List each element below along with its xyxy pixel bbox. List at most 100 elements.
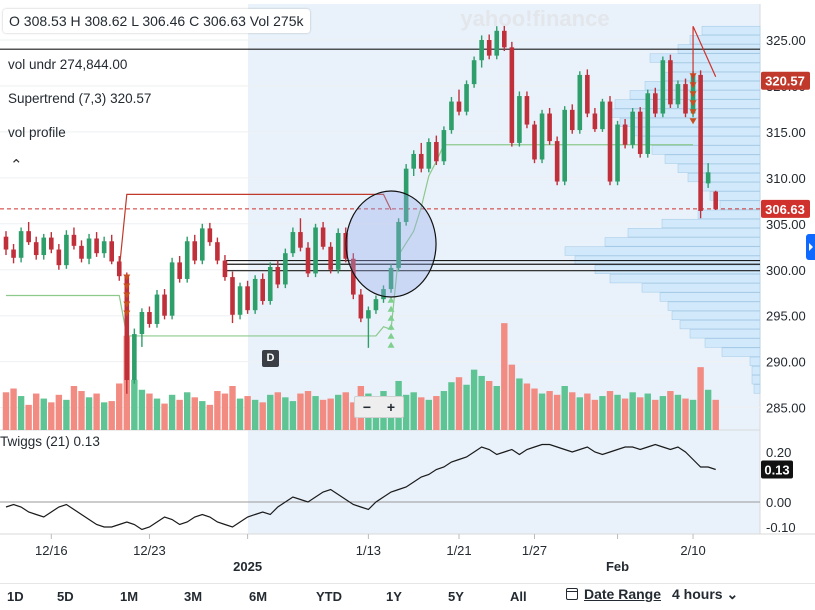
volume-bar bbox=[682, 398, 689, 430]
candle-body bbox=[94, 238, 99, 254]
x-tick-label: 1/27 bbox=[522, 543, 547, 558]
candle-body bbox=[147, 312, 152, 324]
range-5y[interactable]: 5Y bbox=[448, 589, 464, 604]
volume-bar bbox=[17, 396, 25, 430]
signal-triangle-marker bbox=[689, 118, 697, 125]
range-all[interactable]: All bbox=[510, 589, 527, 604]
signal-triangle-marker bbox=[387, 341, 395, 348]
range-1d[interactable]: 1D bbox=[7, 589, 24, 604]
volume-bar bbox=[2, 392, 10, 430]
volume-bar bbox=[584, 393, 591, 430]
candle-body bbox=[637, 111, 643, 154]
candle-body bbox=[328, 246, 333, 270]
volume-bar bbox=[448, 382, 455, 430]
range-5d[interactable]: 5D bbox=[57, 589, 74, 604]
volume-bar bbox=[538, 393, 546, 430]
x-tick-label: 1/21 bbox=[446, 543, 471, 558]
signal-triangle-marker bbox=[689, 91, 697, 98]
twiggs-value-box bbox=[761, 460, 793, 479]
volume-bar bbox=[606, 391, 614, 430]
price-tick-label: 295.00 bbox=[766, 309, 806, 324]
candle-body bbox=[373, 299, 379, 311]
candle-body bbox=[705, 172, 711, 184]
candle-body bbox=[494, 30, 500, 56]
volume-bar bbox=[10, 388, 17, 430]
price-tick-label: 300.00 bbox=[766, 263, 806, 278]
interval-select[interactable]: 4 hours ⌄ bbox=[672, 586, 738, 603]
volume-bar bbox=[689, 399, 697, 430]
volume-bar bbox=[184, 392, 191, 430]
volume-bar bbox=[501, 323, 508, 430]
volume-profile-bar bbox=[667, 301, 761, 311]
x-tick-label: 2025 bbox=[233, 559, 262, 574]
volume-bar bbox=[304, 391, 312, 430]
indicator-vol-undr[interactable]: vol undr 274,844.00 bbox=[8, 57, 127, 72]
indicator-name: Supertrend (7,3) bbox=[8, 91, 107, 106]
signal-triangle-marker bbox=[123, 310, 131, 317]
candle-body bbox=[554, 141, 560, 182]
volume-profile-bar bbox=[677, 163, 761, 173]
indicator-vol-profile[interactable]: vol profile bbox=[8, 125, 66, 140]
volume-bar bbox=[116, 383, 123, 430]
candle-body bbox=[547, 113, 552, 142]
candle-body bbox=[313, 227, 318, 274]
volume-bar bbox=[410, 392, 417, 430]
x-tick-label: 2/10 bbox=[680, 543, 705, 558]
interval-label: 4 hours bbox=[672, 586, 723, 602]
zoom-out-button[interactable]: − bbox=[362, 399, 372, 415]
chart-area[interactable]: 325.00320.00315.00310.00305.00300.00295.… bbox=[0, 0, 815, 583]
volume-profile-bar bbox=[609, 274, 761, 284]
candle-body bbox=[177, 262, 182, 279]
volume-profile-bar bbox=[751, 365, 761, 376]
dividend-badge[interactable]: D bbox=[262, 350, 279, 367]
range-1y[interactable]: 1Y bbox=[386, 589, 402, 604]
candle-body bbox=[305, 247, 311, 274]
volume-profile-bar bbox=[671, 310, 761, 320]
chevron-down-icon: ⌄ bbox=[726, 586, 739, 602]
twiggs-legend[interactable]: Twiggs (21) 0.13 bbox=[0, 434, 100, 449]
candle-body bbox=[267, 266, 273, 301]
range-ytd[interactable]: YTD bbox=[316, 589, 342, 604]
volume-bar bbox=[425, 399, 432, 430]
signal-triangle-marker bbox=[123, 283, 131, 290]
volume-profile-bar bbox=[661, 218, 761, 229]
volume-bar bbox=[236, 398, 244, 430]
candle-body bbox=[675, 84, 681, 105]
indicator-supertrend[interactable]: Supertrend (7,3) 320.57 bbox=[8, 91, 151, 106]
collapse-indicators-chevron-up-icon[interactable]: ⌃ bbox=[10, 157, 23, 174]
candle-body bbox=[502, 30, 507, 48]
range-3m[interactable]: 3M bbox=[184, 589, 203, 604]
volume-bar bbox=[229, 386, 236, 430]
candle-body bbox=[49, 237, 54, 250]
range-1m[interactable]: 1M bbox=[120, 589, 139, 604]
volume-bar bbox=[199, 401, 206, 430]
candle-body bbox=[456, 101, 462, 112]
candle-body bbox=[539, 113, 545, 160]
range-6m[interactable]: 6M bbox=[249, 589, 268, 604]
volume-bar bbox=[561, 386, 568, 430]
candle-body bbox=[237, 286, 243, 315]
expand-panel-tab[interactable] bbox=[806, 234, 815, 260]
volume-bar bbox=[667, 391, 674, 430]
volume-bar bbox=[297, 393, 304, 430]
candle-body bbox=[381, 289, 386, 300]
volume-profile-bar bbox=[631, 127, 761, 137]
volume-bar bbox=[267, 394, 274, 430]
zoom-in-button[interactable]: + bbox=[386, 399, 396, 415]
volume-bar bbox=[221, 393, 229, 430]
volume-profile-bar bbox=[721, 347, 761, 357]
twiggs-tick-label: 0.20 bbox=[766, 445, 791, 460]
volume-profile-bar bbox=[689, 35, 761, 45]
candle-body bbox=[184, 241, 190, 279]
date-range-button[interactable]: Date Range bbox=[566, 586, 661, 602]
signal-triangle-marker bbox=[387, 296, 395, 303]
volume-bar bbox=[531, 388, 538, 430]
candle-body bbox=[162, 294, 167, 316]
indicator-name: vol profile bbox=[8, 125, 66, 140]
volume-profile-bar bbox=[697, 209, 761, 219]
candle-body bbox=[441, 130, 447, 162]
volume-profile-bar bbox=[699, 182, 761, 192]
candle-body bbox=[11, 249, 16, 258]
candle-body bbox=[366, 310, 371, 319]
candle-body bbox=[3, 236, 9, 250]
